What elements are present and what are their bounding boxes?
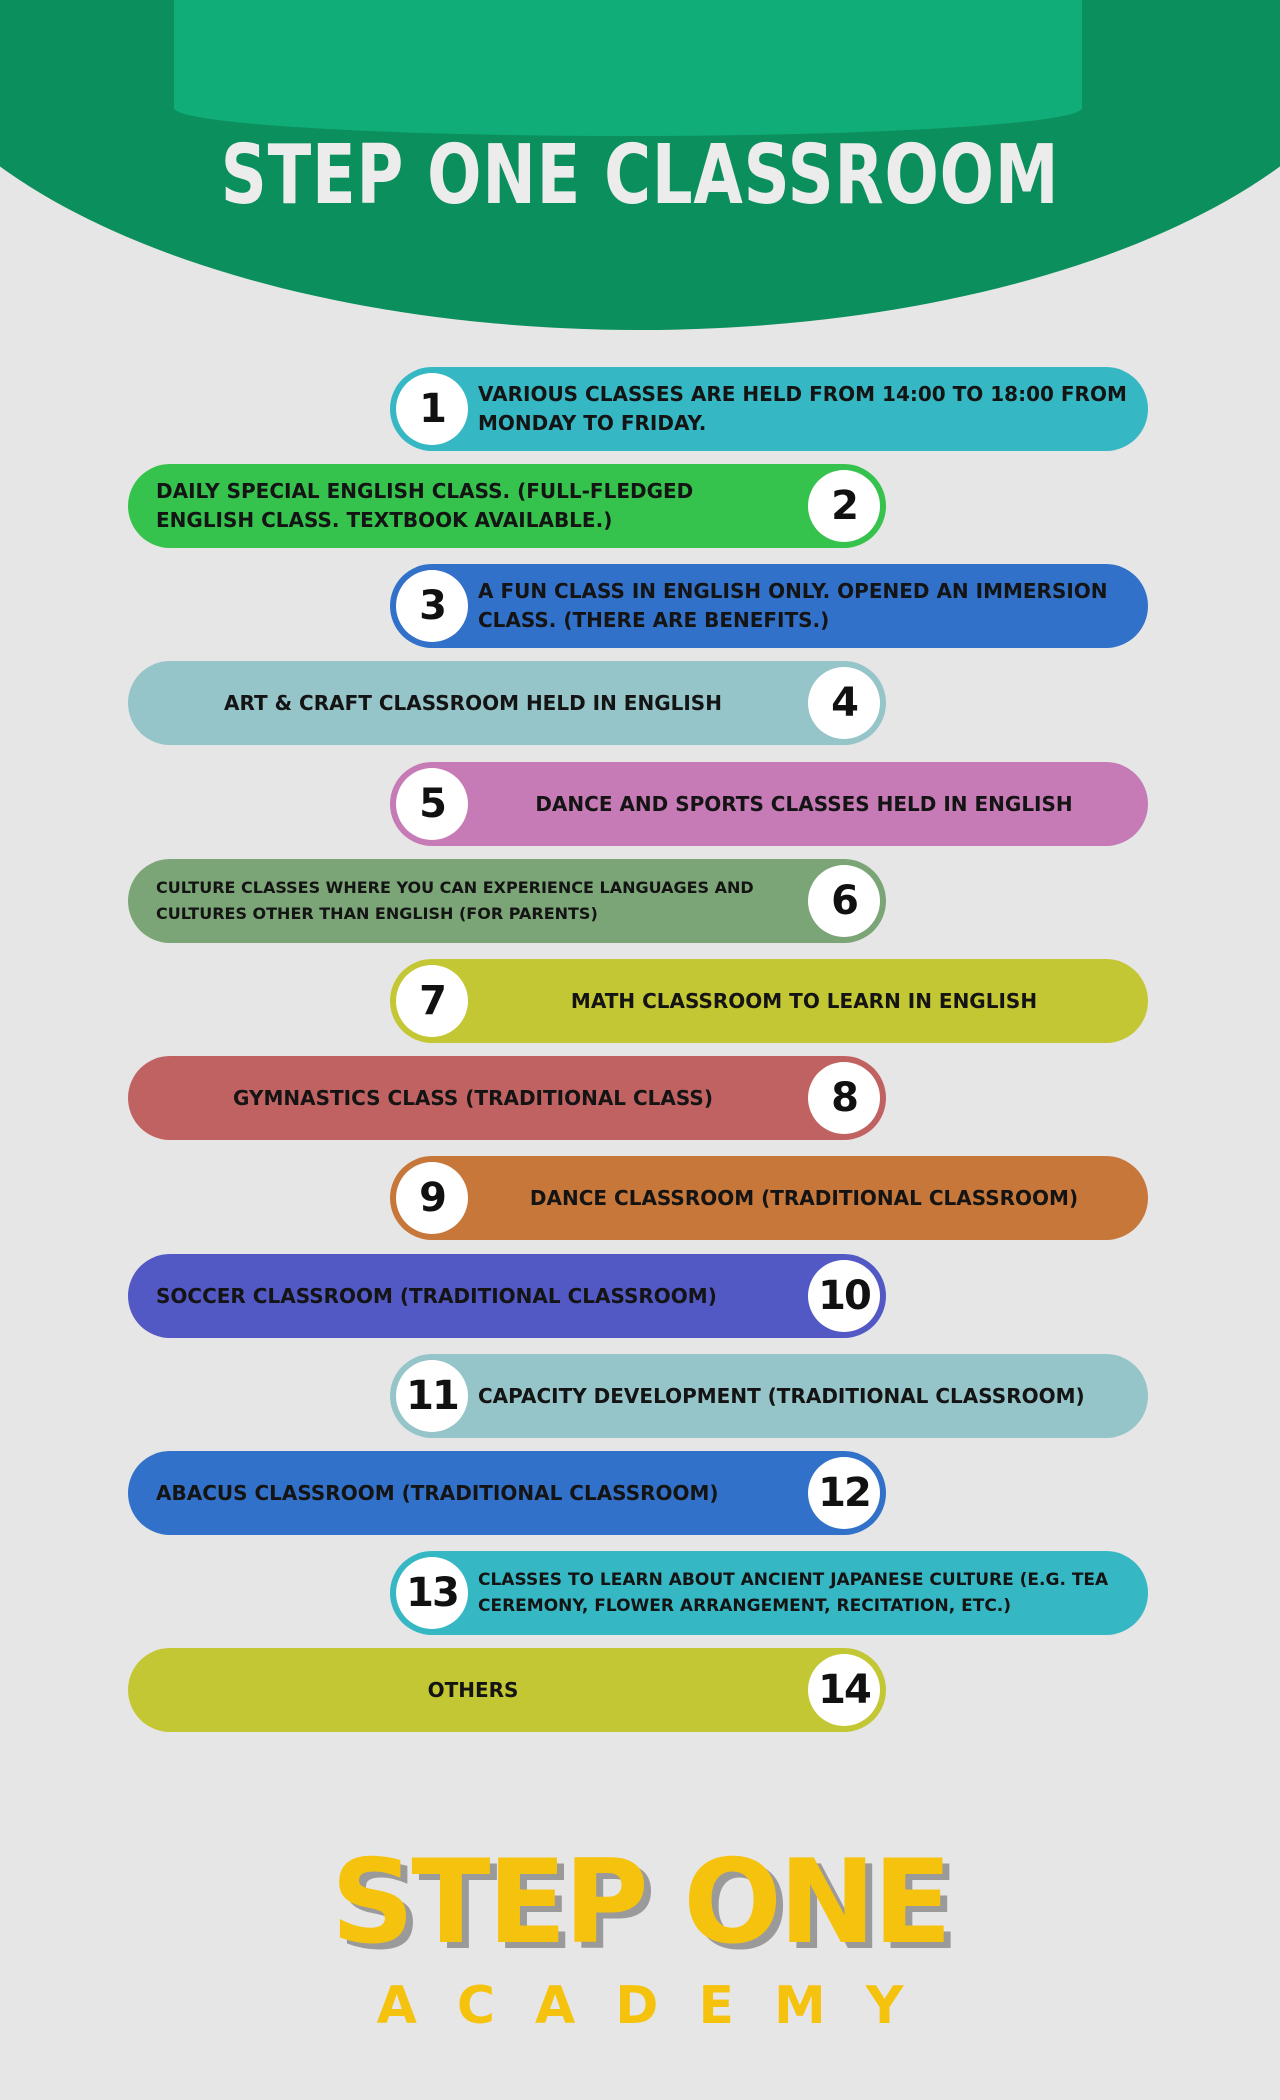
class-list: 1 Various classes are held from 14:00 to… xyxy=(128,367,1148,1732)
number-badge: 4 xyxy=(808,667,880,739)
class-item-text: Dance and sports classes held in English xyxy=(535,791,1073,816)
class-item-text: Classes to learn about ancient Japanese … xyxy=(478,1570,1109,1616)
class-item-text: Soccer classroom (traditional classroom) xyxy=(156,1283,717,1308)
number-badge: 5 xyxy=(396,768,468,840)
class-item-6: 6 Culture classes where you can experien… xyxy=(128,859,886,943)
number-badge: 11 xyxy=(396,1360,468,1432)
number-badge: 10 xyxy=(808,1260,880,1332)
class-item-13: 13 Classes to learn about ancient Japane… xyxy=(390,1551,1148,1635)
number-badge: 3 xyxy=(396,570,468,642)
class-item-11: 11 Capacity development (traditional cla… xyxy=(390,1354,1148,1438)
class-item-12: 12 Abacus classroom (traditional classro… xyxy=(128,1451,886,1535)
number-badge: 8 xyxy=(808,1062,880,1134)
class-item-1: 1 Various classes are held from 14:00 to… xyxy=(390,367,1148,451)
class-item-8: 8 Gymnastics class (traditional class) xyxy=(128,1056,886,1140)
class-item-text: Dance classroom (traditional classroom) xyxy=(529,1185,1079,1210)
academy-logo-subtitle: ACADEMY xyxy=(376,1976,944,2036)
class-item-text: A fun class in English only. Opened an i… xyxy=(478,579,1108,632)
academy-logo: STEP ONE xyxy=(330,1835,952,1970)
page-title: STEP ONE CLASSROOM xyxy=(220,128,1060,223)
number-badge: 12 xyxy=(808,1457,880,1529)
number-badge: 9 xyxy=(396,1162,468,1234)
class-item-text: Others xyxy=(427,1677,519,1702)
number-badge: 13 xyxy=(396,1557,468,1629)
class-item-7: 7 Math classroom to learn in English xyxy=(390,959,1148,1043)
class-item-5: 5 Dance and sports classes held in Engli… xyxy=(390,762,1148,846)
class-item-text: Math classroom to learn in English xyxy=(570,988,1038,1013)
class-item-text: Culture classes where you can experience… xyxy=(156,878,754,923)
number-badge: 14 xyxy=(808,1654,880,1726)
class-item-text: Various classes are held from 14:00 to 1… xyxy=(478,382,1127,435)
class-item-text: Daily special English class. (full-fledg… xyxy=(156,479,694,532)
number-badge: 1 xyxy=(396,373,468,445)
number-badge: 2 xyxy=(808,470,880,542)
class-item-9: 9 Dance classroom (traditional classroom… xyxy=(390,1156,1148,1240)
class-item-10: 10 Soccer classroom (traditional classro… xyxy=(128,1254,886,1338)
number-badge: 6 xyxy=(808,865,880,937)
class-item-text: Art & Craft classroom held in English xyxy=(224,690,722,715)
class-item-14: 14 Others xyxy=(128,1648,886,1732)
class-item-3: 3 A fun class in English only. Opened an… xyxy=(390,564,1148,648)
number-badge: 7 xyxy=(396,965,468,1037)
class-item-4: 4 Art & Craft classroom held in English xyxy=(128,661,886,745)
header-ribbon xyxy=(174,0,1082,136)
class-item-text: Capacity development (traditional classr… xyxy=(478,1383,1085,1408)
class-item-text: Abacus classroom (traditional classroom) xyxy=(156,1480,719,1505)
class-item-text: Gymnastics class (traditional class) xyxy=(233,1085,713,1110)
class-item-2: 2 Daily special English class. (full-fle… xyxy=(128,464,886,548)
